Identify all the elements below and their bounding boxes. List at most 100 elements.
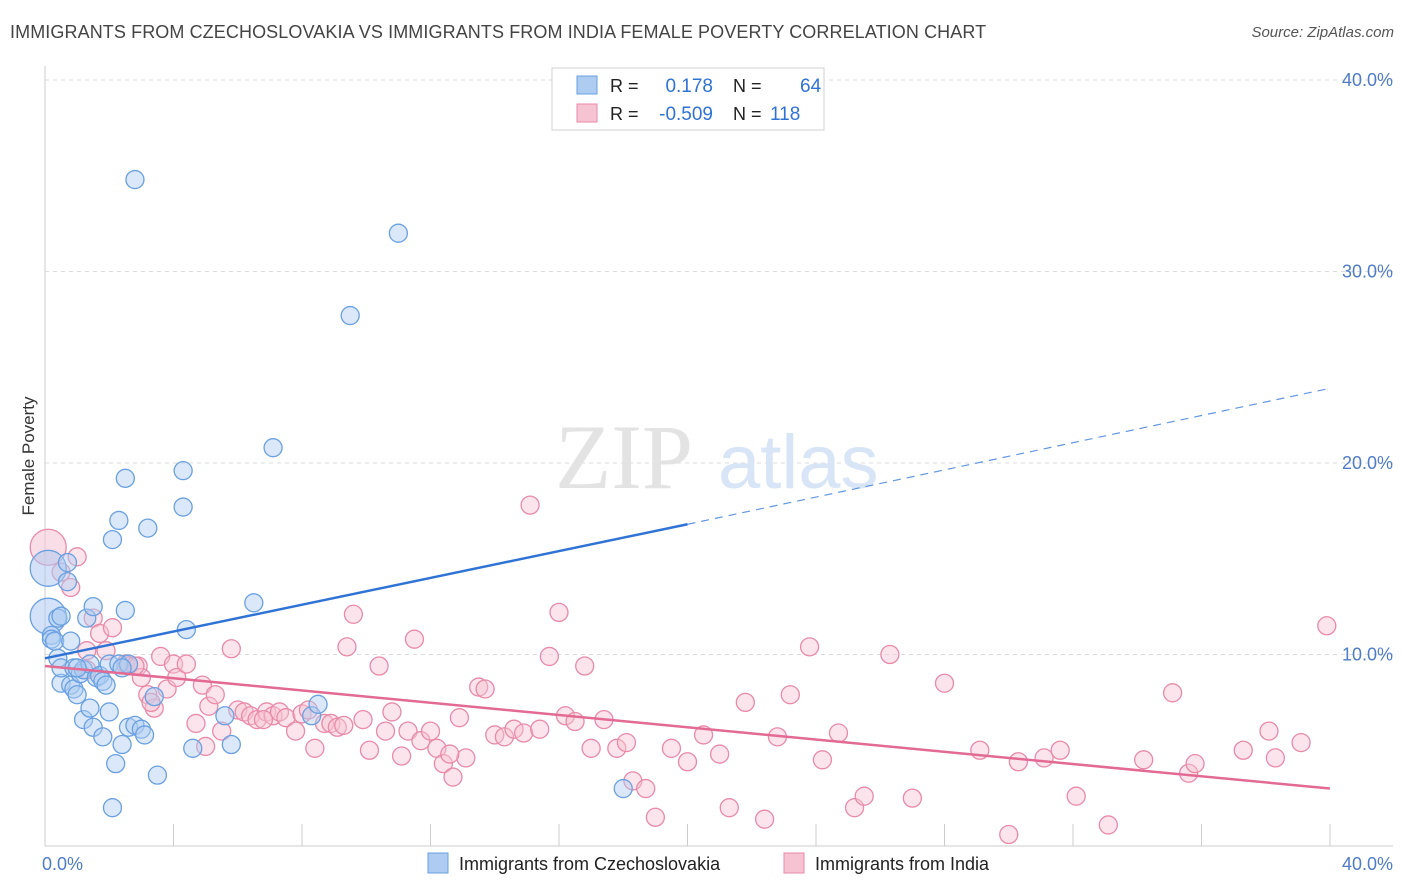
series-india-points xyxy=(29,495,1337,845)
czechoslovakia-point-0 xyxy=(29,549,67,587)
india-point-12 xyxy=(131,667,152,688)
india-point-3 xyxy=(67,547,87,567)
india-point-58 xyxy=(456,748,476,768)
czechoslovakia-point-22 xyxy=(80,698,100,718)
trend-line-czechoslovakia-projection xyxy=(687,387,1331,525)
india-point-36 xyxy=(298,700,319,720)
legend-r-value-czechoslovakia: 0.178 xyxy=(665,76,713,97)
trend-lines xyxy=(44,387,1331,790)
india-point-106 xyxy=(1185,754,1205,774)
czechoslovakia-point-52 xyxy=(183,738,203,758)
czechoslovakia-point-4 xyxy=(44,631,65,651)
india-point-109 xyxy=(1265,748,1286,768)
india-point-80 xyxy=(677,752,698,772)
czechoslovakia-point-33 xyxy=(102,798,123,818)
czechoslovakia-point-35 xyxy=(109,510,129,531)
tick-labels: 10.0% 20.0% 30.0% 40.0% 0.0% 40.0% xyxy=(42,70,1393,874)
india-point-83 xyxy=(719,798,739,818)
india-point-49 xyxy=(391,746,412,766)
india-point-74 xyxy=(607,738,627,758)
india-point-65 xyxy=(520,495,540,515)
czechoslovakia-point-6 xyxy=(48,608,68,628)
india-point-53 xyxy=(420,721,441,741)
india-point-116 xyxy=(253,709,274,730)
india-point-90 xyxy=(828,723,849,743)
india-point-94 xyxy=(902,788,923,808)
india-point-34 xyxy=(285,721,306,741)
india-point-50 xyxy=(398,721,418,741)
india-point-29 xyxy=(247,709,267,730)
czechoslovakia-point-31 xyxy=(99,702,119,722)
india-point-62 xyxy=(494,727,515,747)
czechoslovakia-point-55 xyxy=(244,593,264,613)
india-point-117 xyxy=(440,744,460,764)
legend-r-label-india: R = xyxy=(610,104,639,124)
india-point-55 xyxy=(433,754,454,774)
bottom-legend: Immigrants from Czechoslovakia Immigrant… xyxy=(427,852,990,874)
india-point-87 xyxy=(780,685,800,705)
x-tick-label-0: 0.0% xyxy=(42,854,83,874)
india-point-102 xyxy=(1098,815,1118,835)
czechoslovakia-point-60 xyxy=(388,223,409,243)
trend-line-india xyxy=(44,664,1331,790)
czechoslovakia-point-57 xyxy=(301,706,322,726)
chart-title: IMMIGRANTS FROM CZECHOSLOVAKIA VS IMMIGR… xyxy=(10,22,987,42)
czechoslovakia-point-34 xyxy=(106,754,126,774)
legend-n-value-india: 118 xyxy=(770,104,800,125)
legend-r-label-czechoslovakia: R = xyxy=(610,76,639,96)
y-tick-label-1: 20.0% xyxy=(1342,453,1393,473)
india-point-95 xyxy=(934,673,955,693)
india-point-79 xyxy=(661,738,682,758)
czechoslovakia-point-23 xyxy=(83,596,103,617)
y-tick-label-2: 30.0% xyxy=(1342,262,1393,282)
india-point-82 xyxy=(709,744,730,764)
india-point-14 xyxy=(144,698,164,718)
india-point-8 xyxy=(102,618,123,638)
axes xyxy=(44,66,1393,847)
czechoslovakia-point-37 xyxy=(112,734,132,755)
india-point-110 xyxy=(1291,732,1311,753)
india-point-72 xyxy=(581,738,601,758)
india-point-107 xyxy=(1233,740,1253,760)
czechoslovakia-point-13 xyxy=(61,631,81,651)
bottom-legend-swatch-czechoslovakia xyxy=(427,852,449,874)
india-point-24 xyxy=(212,721,232,741)
india-point-84 xyxy=(735,692,755,713)
india-point-101 xyxy=(1066,786,1086,806)
watermark: ZIP atlas xyxy=(555,406,879,508)
czechoslovakia-point-61 xyxy=(613,778,633,799)
source-label: Source: ZipAtlas.com xyxy=(1251,24,1394,41)
bottom-legend-label-czechoslovakia: Immigrants from Czechoslovakia xyxy=(459,854,721,874)
india-point-100 xyxy=(1050,740,1070,760)
legend: R = 0.178 N = 64 R = -0.509 N = 118 xyxy=(551,67,825,131)
india-point-75 xyxy=(616,732,637,753)
india-point-92 xyxy=(854,786,874,806)
legend-r-value-india: -0.509 xyxy=(659,104,713,125)
india-point-46 xyxy=(369,656,389,676)
czechoslovakia-point-50 xyxy=(173,497,193,517)
india-point-88 xyxy=(799,637,820,657)
czechoslovakia-point-38 xyxy=(115,468,135,488)
india-point-64 xyxy=(514,723,534,743)
india-point-45 xyxy=(359,740,380,760)
czechoslovakia-point-28 xyxy=(93,727,113,747)
legend-n-label-czechoslovakia: N = xyxy=(733,76,762,96)
india-point-43 xyxy=(343,604,364,624)
india-point-56 xyxy=(443,767,463,787)
watermark-zip: ZIP xyxy=(555,406,693,508)
india-point-57 xyxy=(449,708,470,728)
legend-n-label-india: N = xyxy=(733,104,762,124)
bottom-legend-label-india: Immigrants from India xyxy=(815,854,990,874)
india-point-85 xyxy=(754,809,775,829)
czechoslovakia-point-32 xyxy=(102,529,123,550)
czechoslovakia-point-3 xyxy=(41,629,62,649)
india-point-67 xyxy=(539,646,560,667)
india-point-71 xyxy=(575,656,595,676)
bottom-legend-swatch-india xyxy=(783,852,805,874)
czechoslovakia-point-59 xyxy=(340,305,360,326)
czechoslovakia-point-29 xyxy=(96,675,116,695)
czechoslovakia-point-54 xyxy=(221,734,241,755)
india-point-23 xyxy=(205,685,225,705)
india-point-19 xyxy=(176,654,197,674)
